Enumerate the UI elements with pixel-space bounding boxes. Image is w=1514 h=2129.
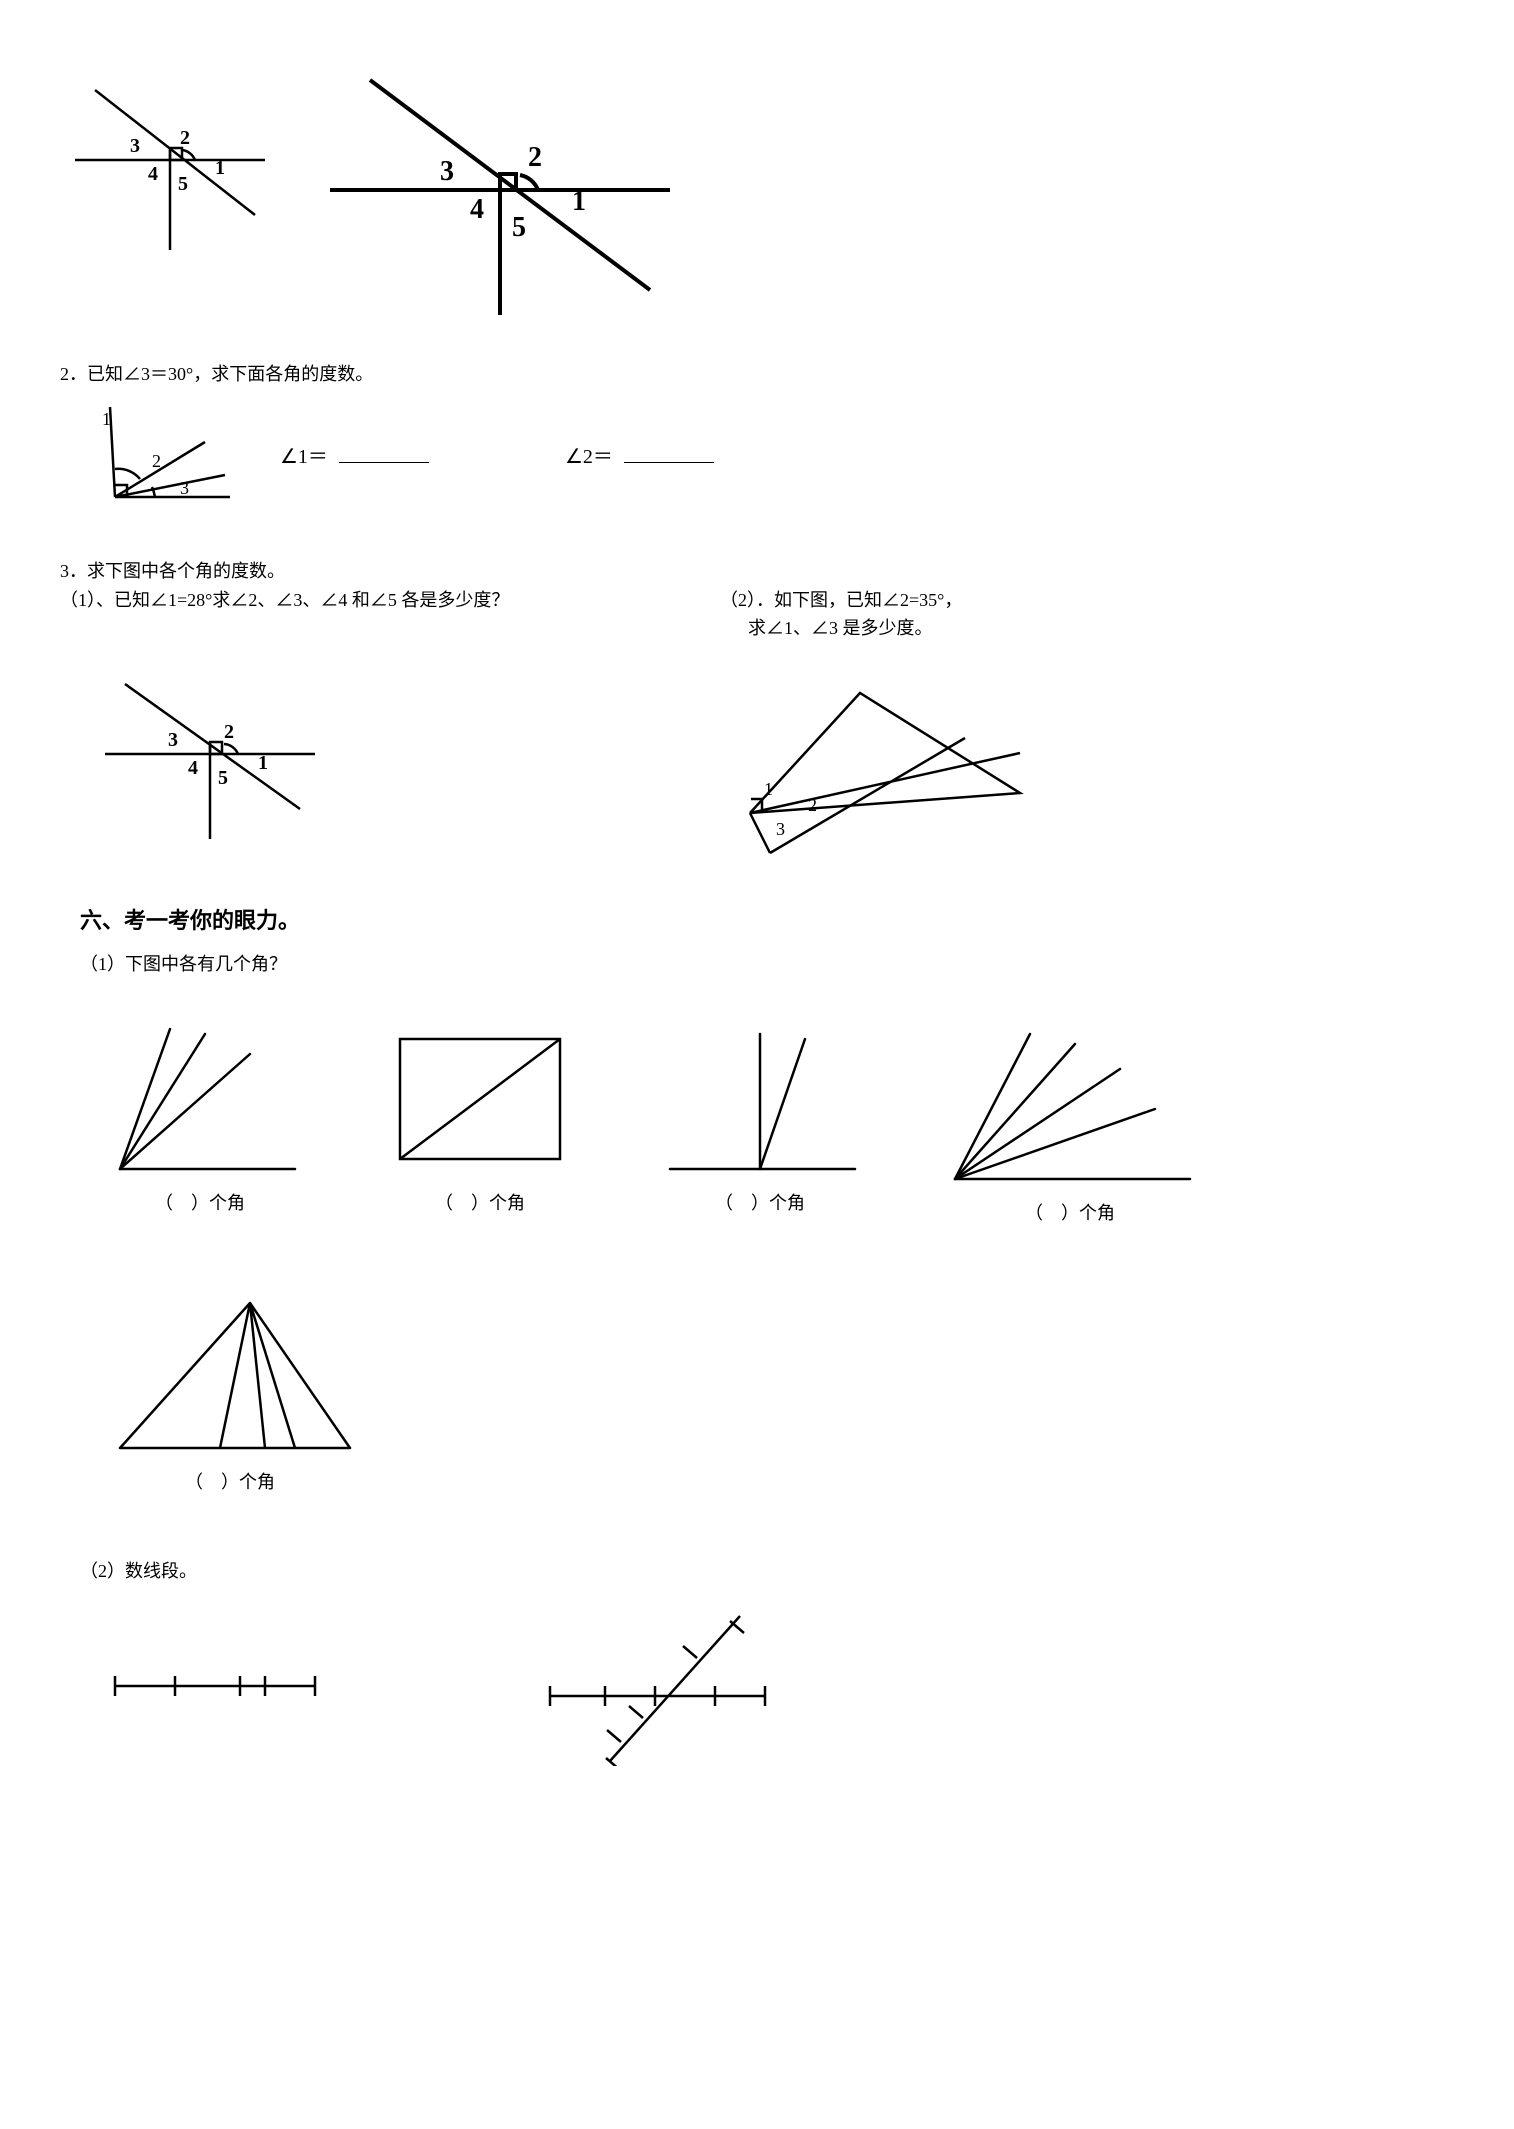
svg-text:3: 3 [440,156,454,187]
q3-figure-left: 3 2 1 4 5 [90,644,330,844]
q2-label-3: 3 [180,478,189,498]
q6-cap-e: （ ）个角 [185,1468,275,1497]
q2-label-1: 1 [102,409,111,429]
svg-text:4: 4 [470,194,484,225]
svg-text:1: 1 [572,186,586,217]
q6-cap-c: （ ）个角 [715,1189,805,1218]
q3-prompt: 3．求下图中各个角的度数。 [60,557,1454,586]
q3r-label-1: 1 [764,779,773,799]
q2-label-2: 2 [152,451,161,471]
label-1: 1 [215,157,225,179]
q6-seg-b [530,1606,790,1766]
svg-text:5: 5 [512,212,526,243]
q6-fig-e: （ ）个角 [100,1288,360,1497]
q2-blank1[interactable] [339,442,429,463]
svg-text:2: 2 [224,721,234,743]
q3-sub1: （1）、已知∠1=28°求∠2、∠3、∠4 和∠5 各是多少度？ [60,586,680,615]
q2-figure: 1 2 3 [60,397,240,517]
q6-sub2: （2）数线段。 [80,1557,1454,1586]
q3-sub2a: （2）．如下图，已知∠2=35°， [720,586,1454,615]
figure-intersect-small: 3 2 1 4 5 [60,40,280,260]
q2-blank1-label: ∠1＝ [280,446,328,468]
q2-prompt: 2．已知∠3＝30°，求下面各角的度数。 [60,360,1454,389]
q6-cap-d: （ ）个角 [1025,1199,1115,1228]
q6-sub1: （1）下图中各有几个角？ [80,950,1454,979]
label-3: 3 [130,135,140,157]
figure-top-row: 3 2 1 4 5 3 2 1 4 5 [60,40,1454,320]
q2-blank2[interactable] [624,442,714,463]
q3r-label-2: 2 [808,795,817,815]
q6-title: 六、考一考你的眼力。 [80,903,1454,938]
question-2: 2．已知∠3＝30°，求下面各角的度数。 1 2 [60,360,1454,517]
q3-figure-right: 1 2 3 [720,663,1040,863]
label-4: 4 [148,163,158,185]
question-3: 3．求下图中各个角的度数。 （1）、已知∠1=28°求∠2、∠3、∠4 和∠5 … [60,557,1454,863]
q3-sub2b: 求∠1、∠3 是多少度。 [748,614,1454,643]
svg-text:3: 3 [168,729,178,751]
svg-text:5: 5 [218,767,228,789]
q6-fig-c: （ ）个角 [660,1019,860,1228]
q6-fig-b: （ ）个角 [380,1019,580,1228]
q6-cap-b: （ ）个角 [435,1189,525,1218]
svg-text:4: 4 [188,757,198,779]
label-2: 2 [180,127,190,149]
figure-intersect-big: 3 2 1 4 5 [320,40,680,320]
q2-blanks: ∠1＝ ∠2＝ [280,441,720,473]
q2-blank2-label: ∠2＝ [565,446,613,468]
svg-text:2: 2 [528,142,542,173]
svg-text:1: 1 [258,752,268,774]
q3r-label-3: 3 [776,819,785,839]
q6-fig-d: （ ）个角 [940,1019,1200,1228]
q6-seg-a [100,1656,330,1716]
label-5: 5 [178,173,188,195]
q6-fig-a: （ ）个角 [100,1019,300,1228]
q6-cap-a: （ ）个角 [155,1189,245,1218]
question-6: 六、考一考你的眼力。 （1）下图中各有几个角？ （ ）个角 [60,903,1454,1765]
